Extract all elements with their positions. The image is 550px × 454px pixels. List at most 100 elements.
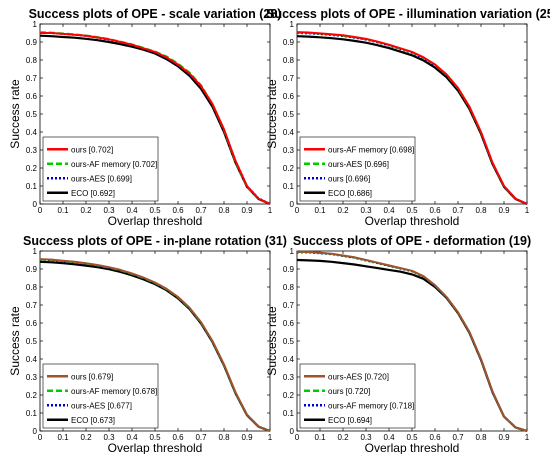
x-tick-label: 0.1 <box>57 206 69 215</box>
x-tick-label: 0 <box>38 433 43 442</box>
y-axis-label: Success rate <box>265 79 279 149</box>
x-tick-label: 1 <box>525 206 530 215</box>
x-tick-label: 1 <box>525 433 530 442</box>
legend-entry: ours-AF memory [0.698] <box>328 145 414 154</box>
x-tick-label: 0.7 <box>452 433 464 442</box>
x-tick-label: 0.7 <box>195 433 207 442</box>
y-tick-label: 0.3 <box>26 373 38 382</box>
y-tick-label: 0.8 <box>26 283 38 292</box>
x-tick-label: 0.3 <box>360 433 372 442</box>
series-line-1 <box>297 250 528 432</box>
y-axis-label: Success rate <box>8 79 22 149</box>
y-tick-label: 0 <box>290 427 295 436</box>
x-tick-label: 0.1 <box>314 433 326 442</box>
y-tick-label: 0.2 <box>283 391 295 400</box>
y-tick-label: 0.7 <box>26 74 38 83</box>
x-tick-label: 0.6 <box>429 433 441 442</box>
legend-entry: ours-AF memory [0.678] <box>71 387 157 396</box>
x-tick-label: 0.6 <box>429 206 441 215</box>
x-tick-label: 0.9 <box>498 433 510 442</box>
y-tick-label: 0.7 <box>283 301 295 310</box>
x-axis-label: Overlap threshold <box>108 441 203 454</box>
y-tick-label: 0.3 <box>283 373 295 382</box>
y-tick-label: 0.8 <box>283 56 295 65</box>
x-tick-label: 0.2 <box>337 433 349 442</box>
x-tick-label: 0.9 <box>241 206 253 215</box>
legend-entry: ours-AES [0.720] <box>328 372 389 381</box>
legend: ours [0.679] ours-AF memory [0.678] ours-A… <box>42 363 159 429</box>
x-tick-label: 1 <box>268 206 273 215</box>
x-tick-label: 0.4 <box>126 206 138 215</box>
legend-box <box>299 136 416 202</box>
series-lines <box>296 31 528 206</box>
chart-title: Success plots of OPE - illumination vari… <box>266 7 550 21</box>
legend-box <box>42 363 159 429</box>
legend-entry: ours-AES [0.677] <box>71 401 132 410</box>
chart-panel-2: Success plots of OPE - illumination vari… <box>265 7 550 228</box>
legend-entry: ours-AF memory [0.718] <box>328 401 414 410</box>
x-tick-label: 0 <box>295 206 300 215</box>
legend-entry: ECO [0.692] <box>71 189 115 198</box>
chart-title: Success plots of OPE - deformation (19) <box>293 234 531 248</box>
x-tick-label: 0.2 <box>337 206 349 215</box>
x-tick-label: 0.5 <box>406 433 418 442</box>
legend-entry: ECO [0.694] <box>328 416 372 425</box>
legend-entry: ECO [0.686] <box>328 189 372 198</box>
y-tick-label: 0.5 <box>283 110 295 119</box>
y-tick-label: 0.4 <box>26 128 38 137</box>
y-tick-label: 0.6 <box>26 319 38 328</box>
y-tick-label: 0.2 <box>283 164 295 173</box>
x-tick-label: 0.4 <box>383 433 395 442</box>
legend: ours [0.702] ours-AF memory [0.702] ours-A… <box>42 136 159 202</box>
x-tick-label: 0.7 <box>195 206 207 215</box>
legend: ours-AES [0.720] ours [0.720] ours-AF memo… <box>299 363 416 429</box>
series-lines <box>296 250 528 433</box>
x-tick-label: 0.5 <box>406 206 418 215</box>
y-tick-label: 1 <box>290 247 295 256</box>
y-tick-label: 0.7 <box>283 74 295 83</box>
y-tick-label: 0.1 <box>26 182 38 191</box>
y-tick-label: 0 <box>290 200 295 209</box>
chart-panel-1: Success plots of OPE - scale variation (… <box>8 7 281 228</box>
y-axis-label: Success rate <box>8 306 22 376</box>
legend-entry: ours-AES [0.696] <box>328 160 389 169</box>
y-tick-label: 0.1 <box>283 182 295 191</box>
legend-entry: ours-AF memory [0.702] <box>71 160 157 169</box>
y-tick-label: 0.5 <box>283 337 295 346</box>
x-tick-label: 0.2 <box>80 433 92 442</box>
y-tick-label: 1 <box>290 20 295 29</box>
y-tick-label: 0 <box>33 200 38 209</box>
y-tick-label: 1 <box>33 20 38 29</box>
y-tick-label: 0.1 <box>283 409 295 418</box>
x-tick-label: 0 <box>295 433 300 442</box>
y-tick-label: 0.9 <box>26 38 38 47</box>
x-tick-label: 0.6 <box>172 206 184 215</box>
legend-entry: ours [0.679] <box>71 372 113 381</box>
x-tick-label: 0.2 <box>80 206 92 215</box>
x-tick-label: 0.9 <box>241 433 253 442</box>
series-lines <box>39 258 271 433</box>
x-tick-label: 0.9 <box>498 206 510 215</box>
x-tick-label: 0.4 <box>126 433 138 442</box>
legend-box <box>299 363 416 429</box>
x-tick-label: 1 <box>268 433 273 442</box>
series-line-1 <box>39 258 271 432</box>
x-tick-label: 0.6 <box>172 433 184 442</box>
legend-entry: ours [0.696] <box>328 174 370 183</box>
x-tick-label: 0.8 <box>475 206 487 215</box>
y-tick-label: 0.6 <box>283 92 295 101</box>
x-tick-label: 0 <box>38 206 43 215</box>
series-lines <box>39 31 271 206</box>
y-tick-label: 0.5 <box>26 110 38 119</box>
x-tick-label: 0.3 <box>103 433 115 442</box>
series-line-1 <box>296 31 528 205</box>
chart-title: Success plots of OPE - in-plane rotation… <box>23 234 287 248</box>
chart-panel-3: Success plots of OPE - in-plane rotation… <box>8 234 287 454</box>
y-tick-label: 0.8 <box>26 56 38 65</box>
x-axis-label: Overlap threshold <box>108 214 203 228</box>
y-tick-label: 0 <box>33 427 38 436</box>
series-line-1 <box>40 32 271 205</box>
x-tick-label: 0.8 <box>218 433 230 442</box>
y-tick-label: 0.4 <box>283 128 295 137</box>
y-tick-label: 1 <box>33 247 38 256</box>
